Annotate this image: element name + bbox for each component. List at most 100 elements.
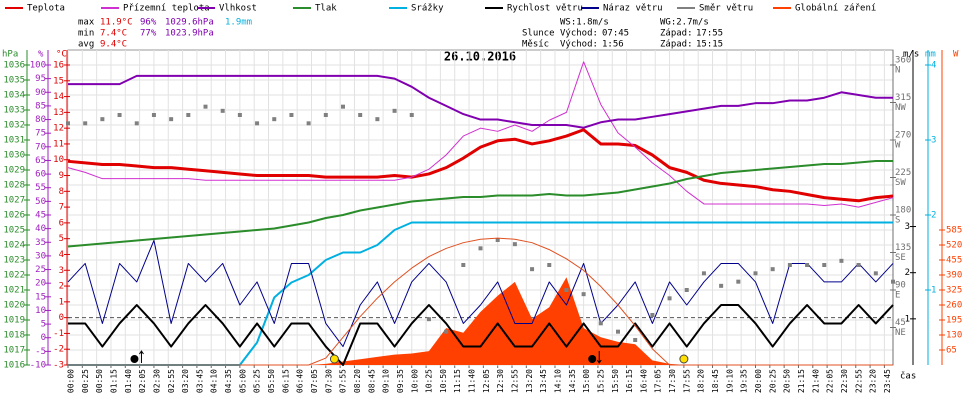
direction-point [461, 263, 466, 267]
direction-point [667, 296, 672, 301]
y-tick-label: 65 [35, 156, 46, 166]
y-tick-label: 9 [59, 171, 64, 181]
legend-label: Teplota [27, 4, 65, 14]
y-tick-label: 1024 [3, 241, 25, 251]
series-line [68, 74, 893, 129]
y-tick-label: 5 [41, 320, 46, 330]
x-tick-label: 05:00 [238, 369, 247, 393]
x-tick-label: 22:30 [840, 369, 849, 393]
direction-point [650, 313, 655, 317]
y-tick-label: 195 [946, 316, 962, 326]
y-tick-label: 11 [53, 139, 64, 149]
direction-point [753, 271, 758, 276]
stat-value: 96% [140, 18, 157, 28]
y-tick-label: 3 [59, 266, 64, 276]
y-tick-label: 65 [946, 346, 957, 356]
y-tick-label: 1021 [3, 286, 25, 296]
x-tick-label: 13:45 [539, 369, 548, 393]
y-tick-label: 1019 [3, 316, 25, 326]
series-line [67, 128, 894, 203]
y-tick-label: 1031 [3, 136, 25, 146]
x-tick-label: 01:40 [124, 369, 133, 393]
y-tick-label: 1017 [3, 346, 25, 356]
series-line [68, 237, 893, 366]
direction-point [822, 263, 827, 267]
y-tick-label: 1028 [3, 181, 25, 191]
y-tick-label: 225 [895, 168, 911, 178]
y-tick-label: 45 [895, 318, 906, 328]
direction-point [495, 238, 500, 242]
stat-value: 1029.6hPa [165, 18, 214, 28]
direction-point [633, 338, 638, 342]
y-tick-label: 4 [931, 61, 936, 71]
direction-point [426, 317, 431, 322]
y-tick-label: 100 [30, 61, 46, 71]
stat-value: 9.4°C [100, 40, 127, 50]
direction-point [272, 117, 277, 122]
moon-arrow [596, 351, 602, 364]
y-tick-label: 1035 [3, 76, 25, 86]
sun-marker [679, 354, 689, 364]
stat-label: min [78, 29, 94, 39]
x-tick-label: 17:30 [668, 369, 677, 393]
y-tick-label: 1023 [3, 256, 25, 266]
moon-set: 15:15 [696, 40, 723, 50]
y-axis-label: °C [56, 50, 67, 60]
y-tick-label: 1029 [3, 166, 25, 176]
y-tick-label: 130 [946, 331, 962, 341]
y-tick-label: 315 [895, 93, 911, 103]
y-tick-label: 4 [59, 250, 64, 260]
y-tick-label: 325 [946, 286, 962, 296]
y-axis-label: W [953, 50, 959, 60]
legend-label: Přízemní teplota [123, 4, 210, 14]
series-line [67, 160, 893, 248]
x-tick-label: 05:50 [267, 369, 276, 393]
direction-point [289, 113, 294, 117]
stat-label: max [78, 18, 95, 28]
y-tick-label: 0 [41, 333, 46, 343]
y-tick-label: -3 [53, 361, 64, 371]
y-tick-label: 15 [35, 292, 46, 302]
y-axis-label: m/s [903, 50, 919, 60]
y-tick-label: 455 [946, 256, 962, 266]
y-tick-label: 2 [931, 211, 936, 221]
moon-marker [588, 355, 597, 363]
y-tick-label: 7 [59, 203, 64, 213]
y-tick-label: -2 [53, 345, 64, 355]
direction-point [100, 117, 105, 122]
y-tick-label: 45 [35, 211, 46, 221]
y-tick-label: 20 [35, 279, 46, 289]
y-tick-label: 25 [35, 265, 46, 275]
x-tick-label: 04:10 [210, 369, 219, 393]
x-tick-label: 00:25 [81, 369, 90, 393]
direction-point [856, 263, 861, 267]
direction-point [719, 283, 724, 288]
y-tick-label: 520 [946, 241, 962, 251]
y-axis-label: % [38, 50, 44, 60]
series-line [67, 239, 894, 348]
y-tick-label: 135 [895, 243, 911, 253]
radiation-area [68, 277, 893, 365]
x-tick-label: 21:40 [811, 369, 820, 393]
x-tick-label: 11:15 [453, 369, 462, 393]
x-tick-label: 12:30 [496, 369, 505, 393]
moon-rise-label: Východ: [560, 40, 598, 50]
moon-arrow [139, 350, 144, 363]
y-tick-label: 16 [53, 61, 64, 71]
y-tick-label: 1034 [3, 91, 25, 101]
x-tick-label: 20:25 [768, 369, 777, 393]
stat-value: 11.9°C [100, 18, 133, 28]
direction-point [203, 104, 208, 109]
direction-point [547, 263, 552, 267]
x-tick-label: 12:55 [511, 369, 520, 393]
y-tick-label: 90 [895, 281, 906, 291]
direction-point [564, 288, 569, 292]
direction-point [409, 113, 414, 117]
direction-point [873, 271, 878, 276]
y-tick-label: E [895, 291, 900, 301]
x-tick-label: 12:05 [482, 369, 491, 393]
legend-label: Srážky [411, 4, 444, 14]
x-tick-label: 09:35 [396, 369, 405, 393]
y-tick-label: 6 [59, 218, 64, 228]
x-tick-label: 05:25 [253, 369, 262, 393]
